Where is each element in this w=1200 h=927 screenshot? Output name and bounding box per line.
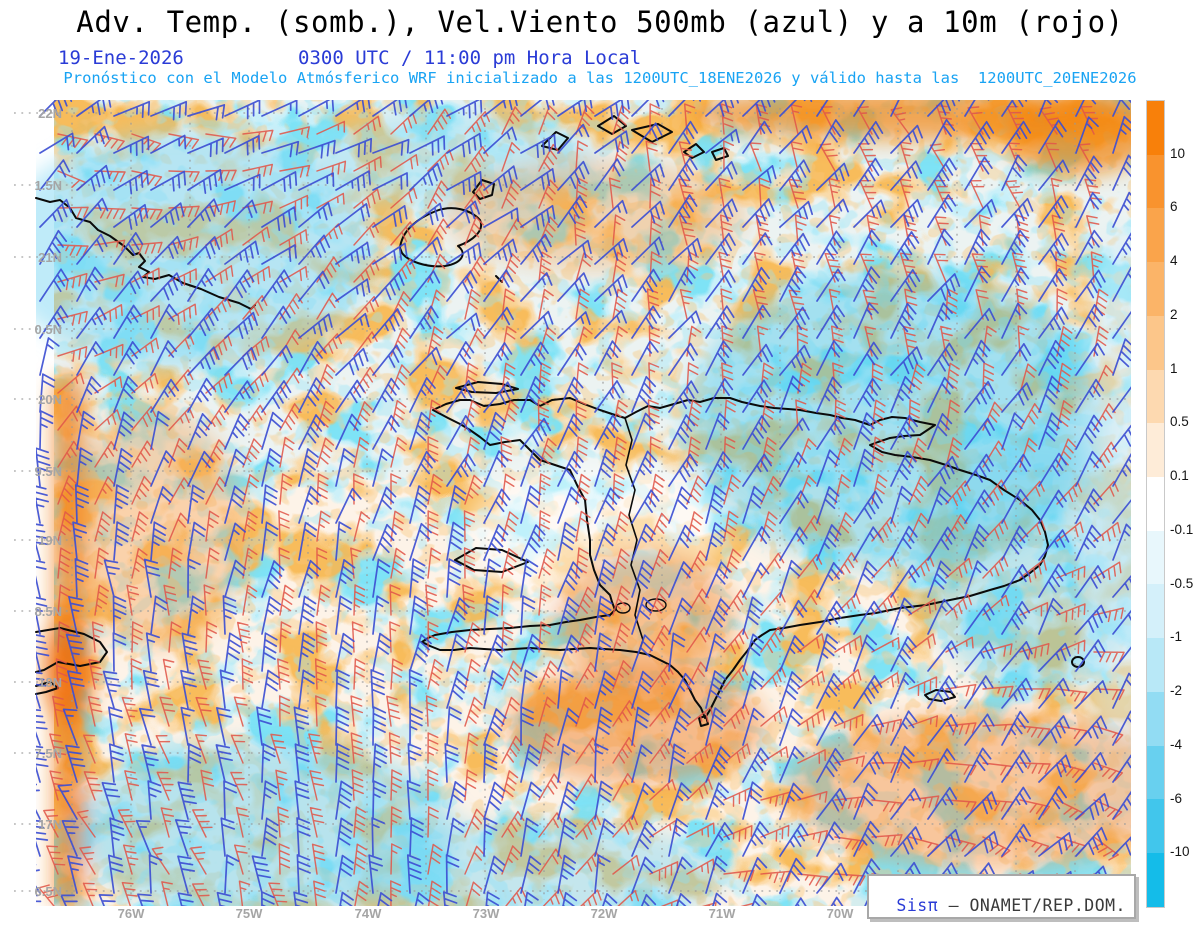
coastline-caicos-islands (495, 115, 729, 283)
coastline-jamaica (35, 627, 108, 673)
y-axis-label: 21N (38, 250, 62, 265)
colorbar-tick-label: -0.1 (1170, 521, 1194, 537)
watermark-brand: Sisπ (896, 896, 939, 915)
watermark-org: ONAMET/REP.DOM. (969, 896, 1126, 915)
wind-barbs-500mb (36, 100, 1131, 906)
x-axis-label: 74W (354, 906, 382, 921)
coastlines (35, 115, 1085, 727)
colorbar-tick-label: 4 (1170, 253, 1178, 269)
model-init-line: Pronóstico con el Modelo Atmósferico WRF… (63, 69, 1137, 87)
colorbar-tick-label: -10 (1170, 844, 1190, 860)
forecast-map: 22N 1.5N 21N 0.5N 20N 9.5N 19N 8.5N 18N 7.5N 17N 6.… (14, 100, 1131, 921)
watermark-box: Sisπ – ONAMET/REP.DOM. (866, 874, 1136, 919)
colorbar-tick-label: -6 (1170, 790, 1183, 806)
coastline-mona-island (1071, 656, 1085, 668)
y-axis-label: 1.5N (34, 178, 62, 193)
colorbar-segment (1147, 691, 1164, 746)
y-axis-label: 19N (38, 533, 62, 548)
x-axis-label: 76W (117, 906, 145, 921)
x-axis-label: 75W (235, 906, 263, 921)
coastline-beata-island (698, 715, 709, 727)
colorbar-tick-label: 2 (1170, 306, 1178, 322)
colorbar-segment (1147, 423, 1164, 478)
colorbar-tick-label: 0.5 (1170, 414, 1189, 430)
map-title: Adv. Temp. (somb.), Vel.Viento 500mb (az… (76, 5, 1124, 39)
watermark-separator: – (938, 896, 970, 915)
y-axis-label: 20N (38, 392, 62, 407)
forecast-time: 0300 UTC / 11:00 pm Hora Local (298, 47, 642, 69)
x-axis-label: 72W (590, 906, 618, 921)
y-axis-label: 18N (38, 675, 62, 690)
coastline-saona-island (924, 689, 956, 702)
map-canvas (14, 100, 1131, 906)
colorbar-segment (1147, 262, 1164, 316)
y-axis-label: 17N (38, 817, 62, 832)
x-axis-label: 70W (826, 906, 854, 921)
y-axis-label: 7.5N (34, 746, 62, 761)
datetime-line: 19-Ene-2026 0300 UTC / 11:00 pm Hora Loc… (0, 47, 1200, 69)
colorbar-segment (1147, 369, 1164, 424)
colorbar-segment (1147, 208, 1164, 263)
forecast-date: 19-Ene-2026 (58, 47, 184, 69)
colorbar-segment (1147, 853, 1164, 907)
y-axis-label: 8.5N (34, 604, 62, 619)
colorbar-tick-label: 10 (1170, 145, 1186, 161)
colorbar-tick-label: -4 (1170, 736, 1183, 752)
y-axis-label: 0.5N (34, 322, 62, 337)
colorbar-tick-label: 6 (1170, 199, 1178, 215)
colorbar-segment (1147, 530, 1164, 585)
colorbar-tick-label: -0.5 (1170, 575, 1194, 591)
advection-shading-macro (36, 100, 1131, 906)
colorbar-segment (1147, 477, 1164, 531)
colorbar-tick-label: 1 (1170, 360, 1178, 376)
y-axis-label: 22N (38, 106, 62, 121)
advection-colorbar (1146, 100, 1165, 908)
border-lakes (615, 598, 667, 614)
colorbar-segment (1147, 799, 1164, 854)
colorbar-segment (1147, 745, 1164, 800)
colorbar-tick-label: -1 (1170, 629, 1183, 645)
colorbar-tick-label: -2 (1170, 683, 1183, 699)
y-axis-label: 6.5N (34, 884, 62, 899)
colorbar-segment (1147, 315, 1164, 370)
colorbar-tick-label: 0.1 (1170, 468, 1189, 484)
haiti-dr-border (624, 417, 644, 653)
coastline-tortuga (455, 381, 519, 394)
colorbar-segment (1147, 584, 1164, 639)
coastline-gonave-island (454, 547, 529, 573)
x-axis-label: 71W (708, 906, 736, 921)
coastline-cuba (35, 197, 256, 310)
y-axis-label: 9.5N (34, 464, 62, 479)
x-axis-label: 73W (472, 906, 500, 921)
colorbar-segment (1147, 638, 1164, 692)
colorbar-segment (1147, 154, 1164, 209)
colorbar-segment (1147, 101, 1164, 155)
